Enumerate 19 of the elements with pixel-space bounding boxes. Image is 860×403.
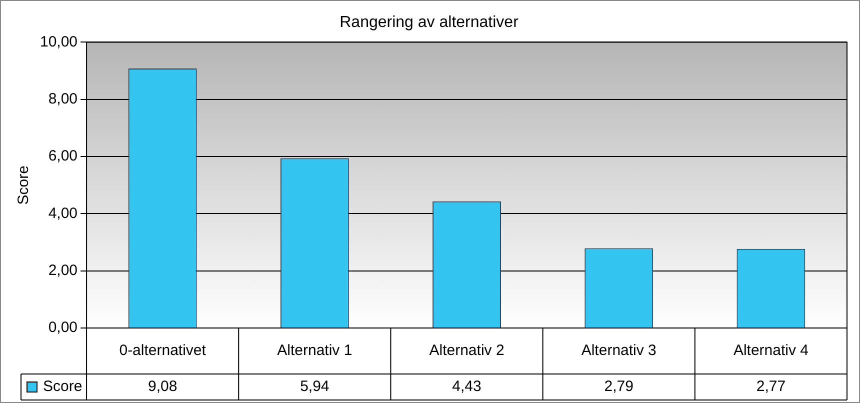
- y-tick-label: 10,00: [40, 33, 78, 50]
- legend-label: Score: [43, 378, 82, 396]
- y-tick-label: 0,00: [48, 319, 78, 336]
- data-label: 9,08: [148, 378, 178, 396]
- chart-title: Rangering av alternativer: [340, 14, 520, 32]
- data-label: 2,79: [604, 378, 634, 396]
- y-tick-label: 6,00: [48, 148, 78, 165]
- y-tick-label: 2,00: [48, 262, 78, 279]
- x-tick-label: 0-alternativet: [119, 342, 207, 360]
- x-tick-label: Alternativ 2: [429, 342, 504, 360]
- y-axis-title: Score: [15, 166, 32, 205]
- data-label: 4,43: [452, 378, 482, 396]
- x-tick-label: Alternativ 3: [581, 342, 656, 360]
- x-tick-label: Alternativ 1: [277, 342, 352, 360]
- data-label: 5,94: [300, 378, 330, 396]
- y-tick-label: 4,00: [48, 204, 78, 222]
- data-label: 2,77: [756, 378, 786, 396]
- y-tick-label: 8,00: [48, 90, 78, 108]
- x-tick-label: Alternativ 4: [733, 342, 808, 360]
